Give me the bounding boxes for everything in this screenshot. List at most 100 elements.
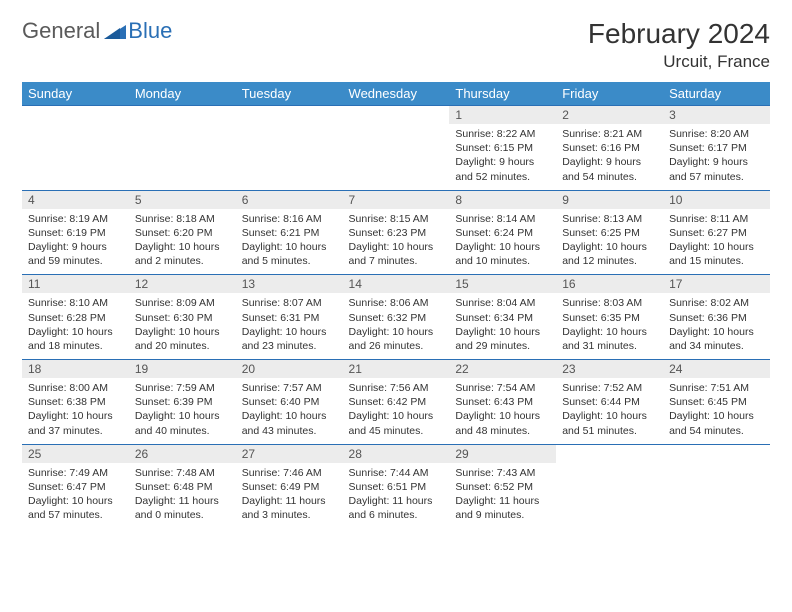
logo-text-general: General [22,18,100,44]
day-number-cell: 23 [556,360,663,379]
daylight-text: Daylight: 10 hours and 45 minutes. [349,409,444,437]
logo-text-blue: Blue [128,18,172,44]
sunset-text: Sunset: 6:21 PM [242,226,337,240]
daylight-text: Daylight: 10 hours and 40 minutes. [135,409,230,437]
day-number-cell: 7 [343,190,450,209]
day-detail-cell [556,463,663,529]
day-detail-cell: Sunrise: 8:11 AMSunset: 6:27 PMDaylight:… [663,209,770,275]
detail-row: Sunrise: 7:49 AMSunset: 6:47 PMDaylight:… [22,463,770,529]
daylight-text: Daylight: 10 hours and 23 minutes. [242,325,337,353]
sunrise-text: Sunrise: 8:22 AM [455,127,550,141]
sunrise-text: Sunrise: 8:00 AM [28,381,123,395]
day-number-cell [22,106,129,125]
day-number-cell: 18 [22,360,129,379]
day-number-cell: 22 [449,360,556,379]
logo: General Blue [22,18,172,44]
detail-row: Sunrise: 8:00 AMSunset: 6:38 PMDaylight:… [22,378,770,444]
daylight-text: Daylight: 9 hours and 59 minutes. [28,240,123,268]
day-number-cell: 21 [343,360,450,379]
col-saturday: Saturday [663,82,770,106]
day-number: 29 [455,447,468,461]
weekday-header-row: Sunday Monday Tuesday Wednesday Thursday… [22,82,770,106]
sunrise-text: Sunrise: 8:06 AM [349,296,444,310]
daylight-text: Daylight: 10 hours and 48 minutes. [455,409,550,437]
daylight-text: Daylight: 10 hours and 43 minutes. [242,409,337,437]
col-friday: Friday [556,82,663,106]
day-detail-cell: Sunrise: 8:10 AMSunset: 6:28 PMDaylight:… [22,293,129,359]
day-number-cell: 15 [449,275,556,294]
day-detail-cell [129,124,236,190]
day-number: 18 [28,362,41,376]
day-detail-cell: Sunrise: 8:00 AMSunset: 6:38 PMDaylight:… [22,378,129,444]
daynum-row: 123 [22,106,770,125]
day-number-cell: 9 [556,190,663,209]
day-number-cell: 2 [556,106,663,125]
page-header: General Blue February 2024 Urcuit, Franc… [22,18,770,72]
sunset-text: Sunset: 6:52 PM [455,480,550,494]
sunset-text: Sunset: 6:42 PM [349,395,444,409]
sunset-text: Sunset: 6:36 PM [669,311,764,325]
sunset-text: Sunset: 6:45 PM [669,395,764,409]
daylight-text: Daylight: 10 hours and 54 minutes. [669,409,764,437]
sunset-text: Sunset: 6:27 PM [669,226,764,240]
sunset-text: Sunset: 6:40 PM [242,395,337,409]
day-number-cell: 26 [129,444,236,463]
day-number: 16 [562,277,575,291]
day-number-cell: 16 [556,275,663,294]
col-sunday: Sunday [22,82,129,106]
sunset-text: Sunset: 6:48 PM [135,480,230,494]
sunset-text: Sunset: 6:24 PM [455,226,550,240]
day-detail-cell: Sunrise: 8:20 AMSunset: 6:17 PMDaylight:… [663,124,770,190]
sunrise-text: Sunrise: 7:51 AM [669,381,764,395]
daylight-text: Daylight: 10 hours and 51 minutes. [562,409,657,437]
day-number: 8 [455,193,462,207]
sunrise-text: Sunrise: 8:11 AM [669,212,764,226]
day-number-cell: 27 [236,444,343,463]
day-number-cell [556,444,663,463]
daylight-text: Daylight: 11 hours and 0 minutes. [135,494,230,522]
daylight-text: Daylight: 10 hours and 12 minutes. [562,240,657,268]
day-number-cell: 14 [343,275,450,294]
day-number-cell: 5 [129,190,236,209]
sunset-text: Sunset: 6:43 PM [455,395,550,409]
day-number-cell: 28 [343,444,450,463]
sunrise-text: Sunrise: 8:15 AM [349,212,444,226]
sunrise-text: Sunrise: 8:14 AM [455,212,550,226]
day-detail-cell: Sunrise: 7:51 AMSunset: 6:45 PMDaylight:… [663,378,770,444]
day-number-cell [129,106,236,125]
sunrise-text: Sunrise: 8:13 AM [562,212,657,226]
day-detail-cell: Sunrise: 8:18 AMSunset: 6:20 PMDaylight:… [129,209,236,275]
day-detail-cell: Sunrise: 8:06 AMSunset: 6:32 PMDaylight:… [343,293,450,359]
day-number: 1 [455,108,462,122]
location: Urcuit, France [588,52,770,72]
day-detail-cell: Sunrise: 8:14 AMSunset: 6:24 PMDaylight:… [449,209,556,275]
day-number: 21 [349,362,362,376]
daynum-row: 18192021222324 [22,360,770,379]
sunrise-text: Sunrise: 8:09 AM [135,296,230,310]
day-number: 9 [562,193,569,207]
sunrise-text: Sunrise: 8:07 AM [242,296,337,310]
day-number: 2 [562,108,569,122]
col-thursday: Thursday [449,82,556,106]
daylight-text: Daylight: 10 hours and 7 minutes. [349,240,444,268]
daynum-row: 11121314151617 [22,275,770,294]
day-detail-cell [236,124,343,190]
day-detail-cell: Sunrise: 8:07 AMSunset: 6:31 PMDaylight:… [236,293,343,359]
day-detail-cell: Sunrise: 8:19 AMSunset: 6:19 PMDaylight:… [22,209,129,275]
sunset-text: Sunset: 6:30 PM [135,311,230,325]
month-title: February 2024 [588,18,770,50]
sunrise-text: Sunrise: 8:16 AM [242,212,337,226]
day-number-cell: 19 [129,360,236,379]
col-monday: Monday [129,82,236,106]
sunrise-text: Sunrise: 7:59 AM [135,381,230,395]
sunrise-text: Sunrise: 8:21 AM [562,127,657,141]
daylight-text: Daylight: 10 hours and 5 minutes. [242,240,337,268]
sunset-text: Sunset: 6:25 PM [562,226,657,240]
daylight-text: Daylight: 10 hours and 15 minutes. [669,240,764,268]
day-number: 20 [242,362,255,376]
day-number-cell [236,106,343,125]
day-detail-cell: Sunrise: 7:52 AMSunset: 6:44 PMDaylight:… [556,378,663,444]
day-number-cell: 10 [663,190,770,209]
sunrise-text: Sunrise: 7:54 AM [455,381,550,395]
day-number-cell: 11 [22,275,129,294]
